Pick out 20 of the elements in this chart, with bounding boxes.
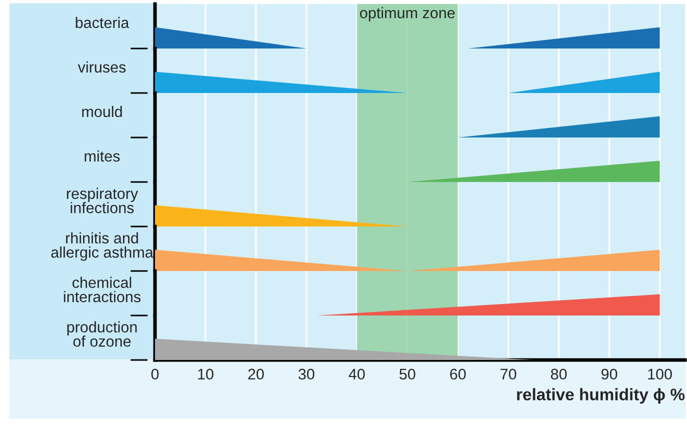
y-axis-title: production of ozone bbox=[67, 321, 137, 347]
x-tick-label: 50 bbox=[399, 368, 416, 380]
x-tick-label: 100 bbox=[648, 368, 672, 380]
x-tick-label: 40 bbox=[348, 368, 365, 380]
band-label: optimum zone bbox=[360, 7, 455, 22]
x-tick-label: 30 bbox=[298, 368, 314, 380]
x-tick-label: 70 bbox=[500, 368, 516, 380]
y-axis-title: mould bbox=[82, 106, 122, 118]
y-axis-title: bacteria bbox=[76, 16, 130, 28]
y-axis-title: chemical interactions bbox=[64, 276, 141, 302]
x-tick-label: 10 bbox=[198, 368, 214, 380]
x-tick-label: 90 bbox=[602, 368, 618, 380]
x-tick-label: 20 bbox=[248, 368, 264, 380]
x-tick-label: 60 bbox=[450, 368, 466, 380]
x-tick-label: 80 bbox=[550, 368, 567, 380]
x-axis-title: relative humidity ϕ % bbox=[517, 388, 685, 404]
x-tick-label: 0 bbox=[151, 368, 159, 380]
y-axis-title: viruses bbox=[78, 61, 126, 73]
y-axis-title: mites bbox=[84, 150, 120, 162]
y-axis-title: respiratory infections bbox=[66, 188, 138, 214]
